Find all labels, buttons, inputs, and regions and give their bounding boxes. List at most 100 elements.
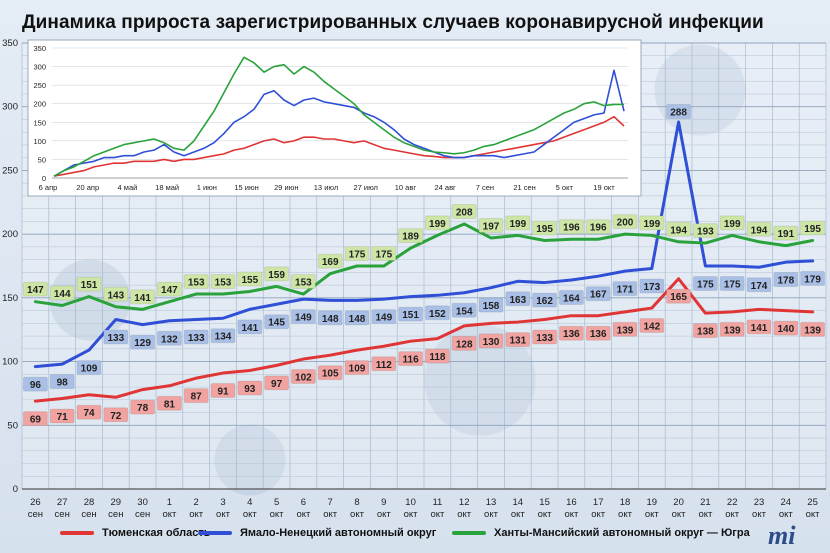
data-label-yamal: 175	[724, 280, 741, 291]
data-label-box-tyumen	[103, 407, 129, 423]
legend-label-hmao: Ханты-Мансийский автономный округ — Югра	[494, 527, 750, 539]
inset-series-line-hmao	[53, 56, 624, 177]
data-label-box-hmao	[344, 246, 370, 261]
data-label-box-tyumen	[398, 351, 424, 367]
inset-x-tick-label: 7 сен	[476, 183, 494, 192]
x-tick-label: 18 окт	[618, 497, 633, 520]
data-label-yamal: 173	[643, 282, 660, 293]
legend-item-hmao: Ханты-Мансийский автономный округ — Югра	[452, 527, 750, 539]
data-label-tyumen: 71	[57, 412, 69, 423]
inset-y-tick-label: 150	[33, 118, 46, 127]
data-label-box-yamal	[558, 290, 584, 306]
y-tick-label: 0	[13, 484, 18, 495]
data-label-hmao: 151	[81, 280, 98, 291]
data-label-box-tyumen	[264, 375, 290, 391]
data-label-box-hmao	[156, 281, 182, 297]
data-label-box-yamal	[424, 305, 450, 321]
data-label-box-yamal	[344, 310, 370, 326]
data-label-box-yamal	[451, 302, 477, 318]
data-label-box-hmao	[130, 289, 156, 305]
data-label-box-tyumen	[746, 319, 772, 335]
inset-x-tick-label: 5 окт	[556, 183, 574, 192]
x-tick-label: 5 окт	[270, 497, 285, 520]
data-label-hmao: 194	[670, 225, 687, 236]
y-tick-label: 150	[2, 293, 18, 304]
data-label-box-tyumen	[505, 332, 531, 348]
data-label-yamal: 288	[670, 108, 687, 119]
data-label-hmao: 175	[375, 250, 392, 261]
data-label-box-yamal	[237, 319, 263, 335]
data-label-yamal: 152	[429, 309, 446, 320]
data-label-hmao: 153	[215, 278, 232, 289]
data-label-hmao: 169	[322, 257, 339, 268]
x-tick-label: 29 сен	[108, 497, 123, 520]
inset-chart-frame	[27, 39, 642, 197]
data-label-box-tyumen	[532, 329, 558, 345]
data-label-box-yamal	[22, 376, 48, 392]
data-label-tyumen: 116	[403, 355, 420, 366]
legend-item-yamal: Ямало-Ненецкий автономный округ	[198, 527, 436, 539]
data-label-yamal: 158	[483, 301, 500, 312]
data-label-hmao: 199	[643, 219, 660, 230]
data-label-hmao: 196	[590, 223, 607, 234]
x-tick-label: 19 окт	[645, 497, 660, 520]
inset-series-line-tyumen	[53, 115, 625, 177]
data-label-hmao: 191	[777, 229, 794, 240]
data-label-yamal: 175	[697, 280, 714, 291]
x-tick-label: 24 окт	[779, 497, 794, 520]
data-label-box-hmao	[424, 215, 450, 231]
series-line-hmao	[33, 222, 815, 311]
x-tick-label: 10 окт	[404, 497, 419, 520]
data-label-box-tyumen	[424, 348, 450, 364]
data-label-yamal: 174	[751, 281, 768, 292]
data-label-box-tyumen	[800, 321, 826, 337]
data-label-yamal: 133	[188, 333, 205, 344]
data-label-box-yamal	[612, 281, 638, 297]
data-label-tyumen: 136	[563, 329, 580, 340]
legend-label-yamal: Ямало-Ненецкий автономный округ	[240, 527, 437, 539]
data-label-box-hmao	[558, 219, 584, 235]
data-label-yamal: 179	[804, 274, 821, 285]
x-tick-label: 22 окт	[725, 497, 740, 520]
data-label-tyumen: 128	[456, 339, 473, 350]
data-label-box-tyumen	[317, 365, 343, 381]
data-label-tyumen: 81	[164, 399, 176, 410]
inset-x-tick-label: 6 апр	[39, 183, 58, 192]
x-tick-label: 3 окт	[216, 497, 231, 520]
inset-x-tick-label: 29 июн	[274, 183, 298, 192]
x-tick-label: 20 окт	[672, 497, 687, 520]
inset-y-tick-label: 50	[38, 155, 46, 164]
data-label-hmao: 193	[697, 227, 714, 238]
data-label-box-hmao	[612, 214, 638, 230]
data-label-box-yamal	[103, 329, 129, 345]
data-label-box-tyumen	[585, 325, 611, 341]
x-tick-label: 28 сен	[81, 497, 96, 520]
data-label-yamal: 148	[349, 314, 366, 325]
data-label-tyumen: 105	[322, 369, 339, 380]
legend-label-tyumen: Тюменская область	[102, 527, 211, 539]
data-label-box-tyumen	[692, 323, 718, 339]
x-tick-label: 13 окт	[484, 497, 499, 520]
data-label-yamal: 109	[81, 364, 98, 375]
data-label-yamal: 151	[402, 310, 419, 321]
data-label-box-tyumen	[290, 369, 316, 385]
data-label-yamal: 167	[590, 290, 607, 301]
data-label-tyumen: 138	[697, 327, 714, 338]
data-label-tyumen: 142	[643, 322, 660, 333]
x-tick-label: 11 окт	[430, 497, 445, 520]
x-tick-label: 23 окт	[752, 497, 767, 520]
data-label-box-hmao	[746, 221, 772, 237]
data-label-tyumen: 118	[429, 352, 446, 363]
data-label-box-tyumen	[210, 383, 236, 399]
data-label-hmao: 147	[27, 285, 44, 296]
data-label-tyumen: 74	[83, 408, 95, 419]
publisher-logo: mi	[768, 521, 796, 550]
y-tick-label: 300	[2, 102, 18, 113]
data-label-hmao: 175	[349, 250, 366, 261]
data-label-box-hmao	[317, 253, 343, 269]
data-label-box-tyumen	[130, 399, 156, 415]
data-label-box-tyumen	[773, 320, 799, 336]
data-label-tyumen: 112	[376, 360, 393, 371]
data-label-box-tyumen	[156, 395, 182, 411]
